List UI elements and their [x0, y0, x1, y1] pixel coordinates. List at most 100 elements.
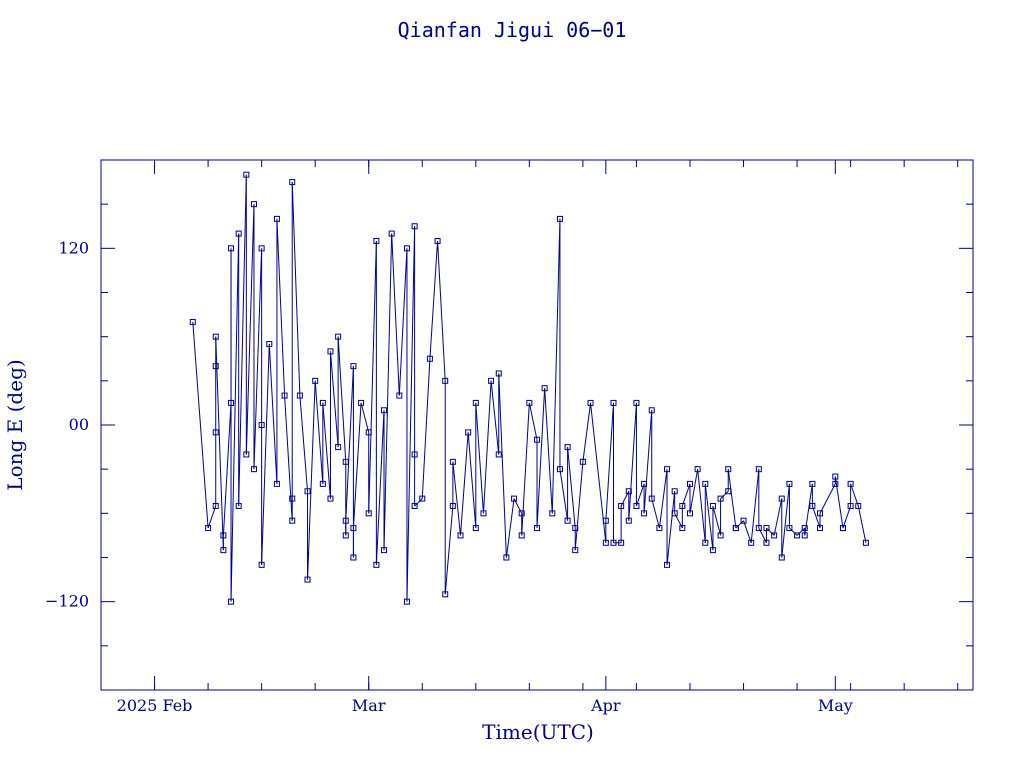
series-segment: [536, 388, 546, 529]
data-point: [671, 510, 678, 517]
data-point: [602, 539, 609, 546]
series-segment: [850, 483, 859, 507]
data-point: [832, 473, 839, 480]
data-point: [709, 547, 716, 554]
data-point: [296, 392, 303, 399]
data-point: [534, 436, 540, 443]
data-point: [679, 502, 686, 509]
series-segment: [322, 402, 331, 499]
data-point: [633, 502, 640, 509]
data-point: [786, 525, 793, 532]
data-point: [572, 525, 579, 532]
data-point: [679, 525, 686, 532]
plot-border: [100, 159, 974, 691]
data-point: [350, 525, 357, 532]
x-tick-label: May: [818, 696, 853, 715]
data-point: [564, 444, 571, 451]
series-segment: [643, 410, 653, 514]
data-point: [625, 488, 632, 495]
data-point: [243, 171, 250, 178]
data-point: [534, 525, 540, 532]
series-segment: [307, 380, 316, 580]
series-segment: [720, 490, 729, 499]
series-segment: [766, 527, 775, 536]
data-point: [304, 488, 311, 495]
series-segment: [452, 461, 462, 536]
series-segment: [735, 520, 744, 529]
series-segment: [789, 527, 798, 536]
series-segment: [605, 402, 614, 521]
series-segment: [314, 380, 324, 484]
data-point: [862, 539, 869, 546]
data-point: [725, 466, 732, 473]
series-segment: [559, 469, 569, 521]
y-tick-label: −120: [45, 592, 89, 611]
series-segment: [245, 204, 255, 455]
series-segment: [582, 402, 592, 462]
data-point: [717, 532, 724, 539]
data-point: [381, 547, 388, 554]
data-point: [449, 458, 456, 465]
data-point: [411, 502, 418, 509]
data-point: [801, 525, 808, 532]
series-segment: [268, 344, 278, 484]
data-point: [579, 458, 586, 465]
data-point: [258, 245, 265, 252]
data-point: [243, 451, 250, 458]
series-segment: [375, 410, 385, 565]
y-axis-label: Long E (deg): [3, 359, 27, 490]
series-segment: [421, 358, 431, 499]
data-point: [671, 488, 678, 495]
data-point: [327, 348, 334, 355]
data-point: [312, 377, 319, 384]
data-point: [618, 539, 625, 546]
data-point: [273, 215, 280, 222]
data-point: [556, 215, 563, 222]
data-point: [817, 525, 824, 532]
data-point: [549, 510, 556, 517]
series-segment: [429, 240, 439, 359]
data-point: [817, 510, 824, 517]
data-point: [342, 458, 349, 465]
series-segment: [437, 240, 446, 381]
data-point: [686, 510, 693, 517]
data-point: [778, 554, 785, 561]
series-segment: [276, 218, 286, 396]
data-point: [511, 495, 518, 502]
data-point: [763, 525, 770, 532]
series-segment: [475, 402, 484, 514]
data-point: [250, 466, 257, 473]
data-point: [702, 480, 709, 487]
data-point: [709, 502, 716, 509]
series-segment: [681, 483, 691, 507]
series-segment: [345, 366, 354, 521]
data-point: [350, 363, 357, 370]
series-segment: [360, 402, 370, 433]
data-point: [556, 466, 563, 473]
data-point: [748, 539, 755, 546]
series-segment: [743, 520, 752, 543]
data-point: [610, 539, 617, 546]
data-point: [664, 561, 671, 568]
data-point: [664, 466, 671, 473]
data-point: [495, 370, 502, 377]
series-segment: [628, 402, 637, 521]
series-segment: [666, 491, 676, 565]
series-lines: [192, 174, 867, 602]
data-point: [801, 532, 808, 539]
series-segment: [521, 402, 530, 536]
series-segment: [498, 373, 507, 558]
data-point: [212, 333, 219, 340]
series-segment: [528, 402, 538, 440]
data-point: [419, 495, 426, 502]
series-segment: [773, 498, 783, 536]
series-segment: [192, 321, 209, 529]
data-point: [350, 554, 357, 561]
series-segment: [704, 483, 714, 551]
axis-ticks: −120 00 120 2025 Feb Mar Apr May: [45, 159, 973, 715]
data-point: [809, 502, 816, 509]
data-point: [541, 385, 548, 392]
data-point: [258, 422, 265, 428]
data-point: [832, 480, 839, 487]
data-point: [786, 480, 793, 487]
